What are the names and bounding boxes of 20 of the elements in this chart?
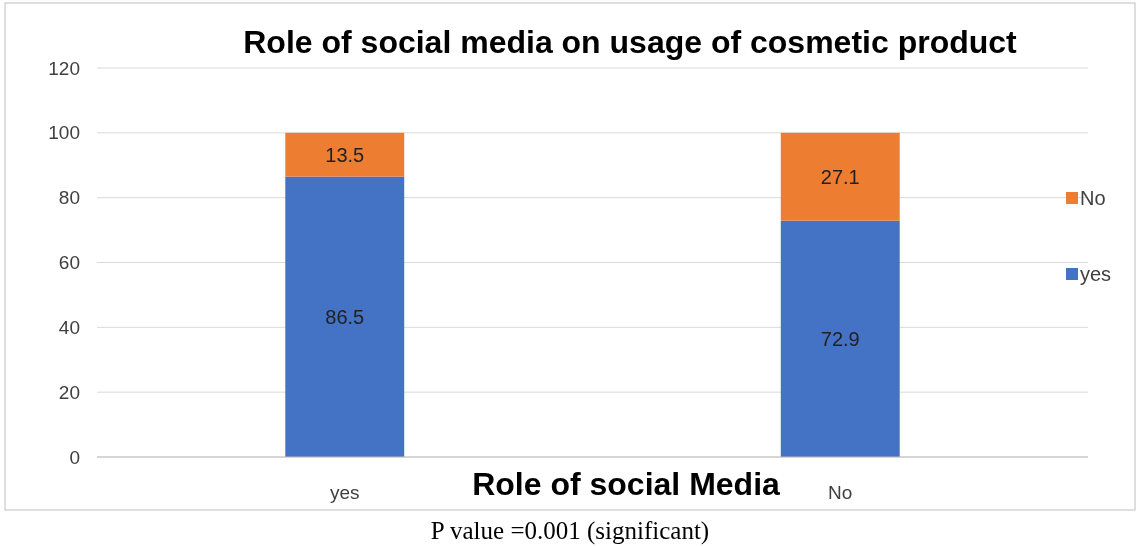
- chart-title: Role of social media on usage of cosmetic product: [243, 24, 1018, 60]
- data-label: 86.5: [325, 305, 365, 328]
- y-tick-label: 20: [58, 381, 80, 403]
- y-tick-label: 100: [48, 122, 80, 144]
- bar: [285, 132, 405, 177]
- y-tick-label: 0: [69, 446, 80, 468]
- y-tick-label: 80: [58, 187, 80, 209]
- data-label: 72.9: [820, 327, 860, 350]
- y-tick-label: 60: [58, 252, 80, 274]
- legend-label: yes: [1080, 263, 1112, 285]
- data-label: 13.5: [325, 143, 365, 166]
- data-label: 27.1: [820, 165, 860, 188]
- y-tick-label: 40: [58, 316, 80, 338]
- text: P value =0.001 (significant): [430, 517, 710, 545]
- x-axis-title: Role of social Media: [472, 466, 781, 502]
- bar: [285, 176, 405, 457]
- bar: [780, 220, 900, 457]
- legend-label: No: [1080, 187, 1106, 209]
- y-tick-label: 120: [48, 57, 80, 79]
- bar: [780, 132, 900, 221]
